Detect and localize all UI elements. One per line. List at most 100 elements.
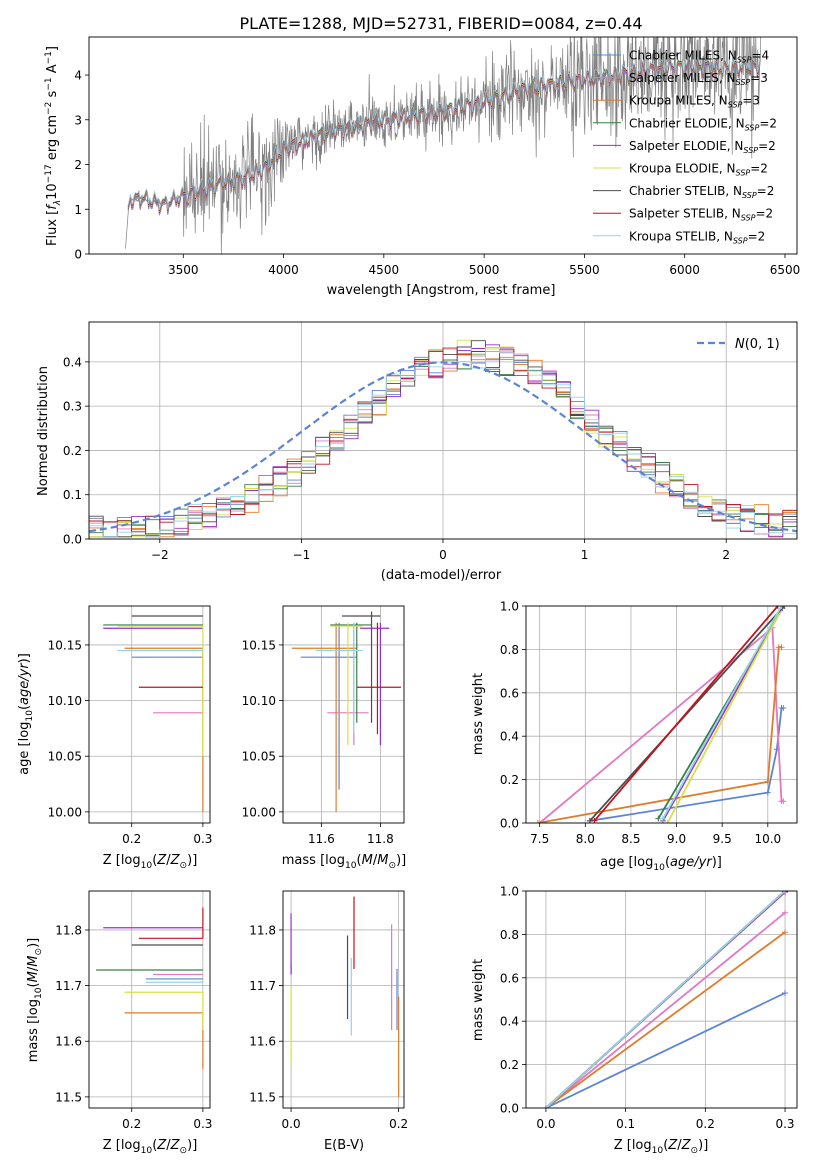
cumulative_age-ytick-label: 0.6 bbox=[500, 686, 519, 700]
spectrum-xtick-label: 6000 bbox=[669, 263, 700, 277]
age_vs_Z-ylabel: age [log10​(age/yr)] bbox=[17, 653, 35, 775]
cumulative_Z-marker-kroupa-miles bbox=[782, 929, 789, 936]
mass_vs_Z-xlabel: Z [log10​(Z/Z⊙​)] bbox=[103, 1138, 198, 1156]
residuals-xtick-label: 2 bbox=[722, 548, 730, 562]
cumulative_Z-ytick-label: 0.2 bbox=[500, 1058, 519, 1072]
cumulative_Z-ytick-label: 0.8 bbox=[500, 928, 519, 942]
spectrum-frame bbox=[88, 36, 798, 255]
age_vs_Z-frame bbox=[88, 605, 211, 824]
spectrum-ticks: 3500 4000 4500 5000 5500 6000 6500 0 1 2 3 4 bbox=[74, 69, 800, 277]
residuals-ytick-label: 0.0 bbox=[63, 533, 82, 547]
spectrum-ytick-label: 1 bbox=[74, 203, 82, 217]
cumulative_age-marker-chabrier-miles bbox=[764, 789, 771, 796]
normal-curve bbox=[89, 361, 797, 533]
spectrum-xtick-label: 5500 bbox=[569, 263, 600, 277]
cumulative_Z-marker-kroupa-stelib bbox=[782, 891, 789, 894]
age_vs_Z-xtick-label: 0.3 bbox=[193, 832, 212, 846]
cumulative_Z-grid bbox=[526, 890, 797, 1109]
cumulative_age-line-salpeter-stelib bbox=[593, 606, 779, 822]
spectrum-ytick-label: 3 bbox=[74, 113, 82, 127]
age_vs_mass-frame bbox=[282, 605, 405, 824]
cumulative_age-xtick-label: 10.0 bbox=[754, 832, 781, 846]
mass_vs_ebv-plot-area bbox=[290, 896, 400, 1097]
cumulative_Z-xtick-label: 0.2 bbox=[696, 1117, 715, 1131]
residuals-frame bbox=[88, 321, 798, 540]
spectrum-ytick-label: 2 bbox=[74, 158, 82, 172]
figure-title: PLATE=1288, MJD=52731, FIBERID=0084, z=0… bbox=[239, 14, 642, 33]
cumulative_age-marker-kroupa-miles bbox=[534, 820, 541, 823]
cumulative_Z-ytick-label: 1.0 bbox=[500, 885, 519, 899]
residuals-panel: −2 −1 0 1 2 0.0 0.1 0.2 0.3 0.4 N(0, 1) (data-model… bbox=[36, 321, 798, 583]
age_vs_mass-xtick-label: 11.6 bbox=[308, 832, 335, 846]
spectrum-xtick-label: 4000 bbox=[268, 263, 299, 277]
cumulative_age-ytick-label: 0.0 bbox=[500, 817, 519, 831]
age_vs_mass-grid bbox=[283, 606, 404, 823]
cumulative_age-ticks: 7.5 8.0 8.5 9.0 9.5 10.0 0.0 0.2 0.4 0.6 0.8 1.0 bbox=[500, 600, 781, 847]
cumulative_Z-line-salpeter-miles bbox=[545, 912, 786, 1108]
age_vs_mass-ytick-label: 10.00 bbox=[242, 805, 276, 819]
residuals-ylabel: Normed distribution bbox=[36, 366, 51, 496]
legend-label-salpeter-miles: Salpeter MILES, NSSP=3 bbox=[629, 71, 768, 87]
cumulative_age-marker-salpeter-miles bbox=[536, 820, 543, 823]
cumulative_age-frame bbox=[525, 605, 798, 824]
age_vs_mass-plot-area bbox=[291, 611, 402, 812]
cumulative_age-marker-kroupa-miles bbox=[764, 778, 771, 785]
spectrum-ytick-label: 4 bbox=[74, 69, 82, 83]
cumulative_age-line-kroupa-stelib bbox=[662, 606, 783, 820]
cumulative_age-panel: 7.5 8.0 8.5 9.0 9.5 10.0 0.0 0.2 0.4 0.6 0.8 1.0 age… bbox=[471, 600, 798, 873]
age_vs_Z-grid bbox=[89, 606, 210, 823]
mass_vs_ebv-xlabel: E(B-V) bbox=[324, 1138, 364, 1153]
cumulative_age-xtick-label: 7.5 bbox=[530, 832, 549, 846]
age_vs_mass-panel: 11.6 11.8 10.00 10.05 10.10 10.15 mass [log10​… bbox=[242, 605, 406, 871]
normal-legend-label: N(0, 1) bbox=[735, 337, 780, 352]
residuals-xtick-label: −2 bbox=[151, 548, 169, 562]
legend-label-salpeter-elodie: Salpeter ELODIE, NSSP=2 bbox=[629, 139, 776, 155]
age_vs_mass-ticks: 11.6 11.8 10.00 10.05 10.10 10.15 bbox=[242, 638, 394, 846]
cumulative_Z-ytick-label: 0.0 bbox=[500, 1102, 519, 1116]
spectrum-panel: 3500 4000 4500 5000 5500 6000 6500 0 1 2 3 4 Chabrie… bbox=[44, 36, 800, 298]
spectrum-plot-area bbox=[125, 37, 761, 254]
age_vs_Z-xlabel: Z [log10​(Z/Z⊙​)] bbox=[103, 853, 198, 871]
mass_vs_Z-ytick-label: 11.5 bbox=[55, 1090, 82, 1104]
cumulative_Z-xlabel: Z [log10​(Z/Z⊙​)] bbox=[614, 1138, 709, 1156]
cumulative_age-line-chabrier-miles bbox=[589, 707, 784, 822]
age_vs_mass-xtick-label: 11.8 bbox=[367, 832, 394, 846]
cumulative_age-ytick-label: 0.8 bbox=[500, 643, 519, 657]
cumulative_age-marker-kroupa-elodie bbox=[664, 820, 671, 823]
cumulative_age-xlabel: age [log10​(age/yr)] bbox=[600, 855, 722, 873]
residuals-plot-area bbox=[89, 339, 797, 539]
cumulative_age-marker-kroupa-miles bbox=[778, 644, 785, 651]
cumulative_Z-line-kroupa-stelib bbox=[545, 891, 786, 1108]
cumulative_Z-frame bbox=[525, 890, 798, 1109]
age_vs_mass-ytick-label: 10.05 bbox=[242, 750, 276, 764]
cumulative_Z-ytick-label: 0.4 bbox=[500, 1015, 519, 1029]
spectrum-ytick-label: 0 bbox=[74, 248, 82, 262]
spectrum-xtick-label: 5000 bbox=[469, 263, 500, 277]
mass_vs_Z-ytick-label: 11.7 bbox=[55, 979, 82, 993]
mass_vs_ebv-grid bbox=[283, 891, 404, 1108]
cumulative_age-xtick-label: 9.5 bbox=[713, 832, 732, 846]
age_vs_Z-ytick-label: 10.10 bbox=[48, 694, 82, 708]
residuals-ytick-label: 0.1 bbox=[63, 488, 82, 502]
mass_vs_Z-ylabel: mass [log10​(M/M⊙​)] bbox=[26, 938, 44, 1062]
cumulative_Z-marker-salpeter-miles bbox=[782, 909, 789, 916]
mass_vs_Z-grid bbox=[89, 891, 210, 1108]
mass_vs_Z-ytick-label: 11.8 bbox=[55, 923, 82, 937]
cumulative_age-plot-area bbox=[534, 606, 788, 823]
residuals-xtick-label: −1 bbox=[293, 548, 311, 562]
mass_vs_ebv-frame bbox=[282, 890, 405, 1109]
cumulative_age-marker-salpeter-stelib bbox=[774, 606, 781, 609]
mass_vs_Z-xtick-label: 0.2 bbox=[122, 1117, 141, 1131]
legend-label-kroupa-miles: Kroupa MILES, NSSP=3 bbox=[629, 94, 760, 110]
age_vs_Z-ytick-label: 10.15 bbox=[48, 638, 82, 652]
cumulative_age-xtick-label: 8.5 bbox=[621, 832, 640, 846]
mass_vs_ebv-xtick-label: 0.2 bbox=[389, 1117, 408, 1131]
cumulative_age-marker-salpeter-miles bbox=[780, 798, 787, 805]
cumulative_age-line-salpeter-miles bbox=[539, 625, 784, 823]
age_vs_mass-ytick-label: 10.10 bbox=[242, 694, 276, 708]
mass_vs_Z-frame bbox=[88, 890, 211, 1109]
mass_vs_ebv-panel: 0.0 0.2 11.5 11.6 11.7 11.8 E(B-V) bbox=[249, 890, 408, 1153]
mass_vs_Z-ticks: 0.2 0.3 11.5 11.6 11.7 11.8 bbox=[55, 923, 212, 1131]
cumulative_age-ylabel: mass weight bbox=[471, 673, 486, 755]
cumulative_age-marker-chabrier-stelib bbox=[781, 606, 788, 609]
